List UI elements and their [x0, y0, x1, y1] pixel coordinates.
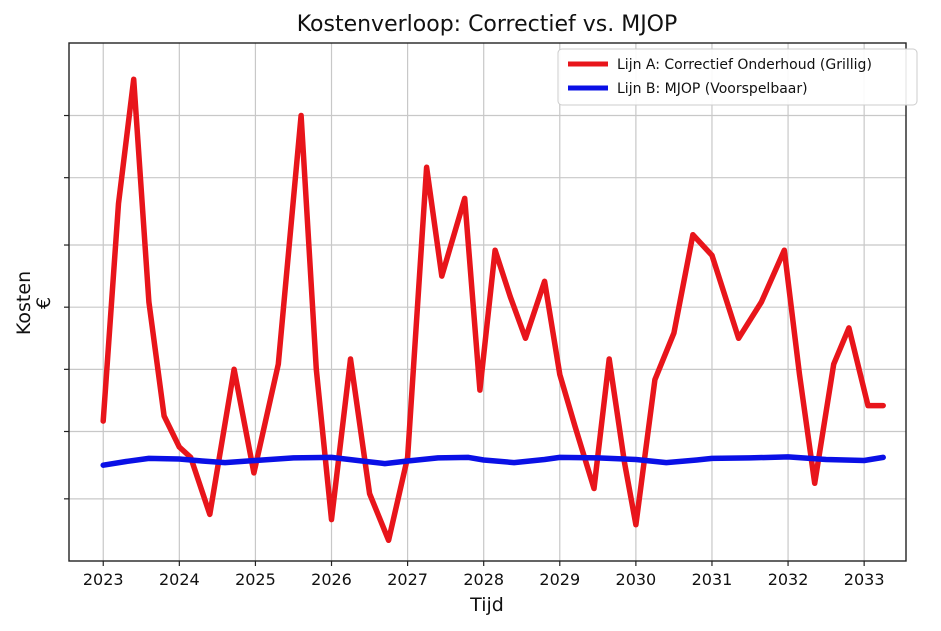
x-tick-label: 2024: [159, 570, 200, 589]
grid-layer: [69, 43, 906, 561]
x-tick-label: 2027: [387, 570, 428, 589]
x-tick-label: 2023: [83, 570, 124, 589]
series-layer: [100, 76, 886, 544]
legend-label-series-a: Lijn A: Correctief Onderhoud (Grillig): [617, 57, 872, 73]
x-axis-label: Tijd: [469, 594, 504, 616]
series-line-correctief: [100, 76, 886, 544]
x-tick-label: 2026: [311, 570, 352, 589]
x-tick-label: 2028: [463, 570, 504, 589]
chart-title: Kostenverloop: Correctief vs. MJOP: [297, 12, 678, 37]
x-tick-label: 2029: [539, 570, 580, 589]
x-tick-label: 2025: [235, 570, 276, 589]
x-tick-label: 2031: [692, 570, 733, 589]
x-tick-label: 2033: [844, 570, 885, 589]
series-line-mjop: [100, 454, 886, 468]
y-axis-label: Kosten: [13, 271, 35, 335]
tick-layer: 2023 2024 2025 2026 2027 2028 2029 2030 2031 2032…: [64, 114, 885, 589]
legend-box: [557, 48, 918, 106]
x-tick-label: 2032: [768, 570, 809, 589]
legend-label-series-b: Lijn B: MJOP (Voorspelbaar): [617, 81, 808, 97]
plot-frame: [68, 42, 907, 562]
x-tick-label: 2030: [616, 570, 657, 589]
y-axis-unit: €: [33, 297, 55, 309]
legend: Lijn A: Correctief Onderhoud (Grillig) L…: [557, 48, 918, 106]
